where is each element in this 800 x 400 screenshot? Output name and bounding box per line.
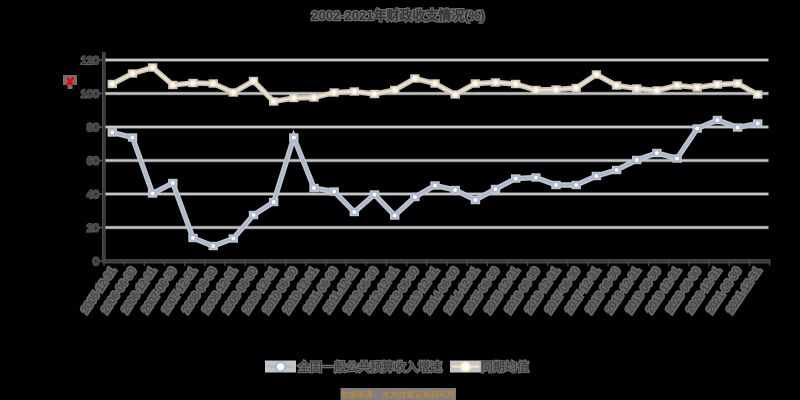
- svg-text:60: 60: [87, 155, 99, 167]
- svg-text:2002-2021年财政收支情况(%): 2002-2021年财政收支情况(%): [311, 8, 484, 23]
- svg-text:数据来源：东方财富证券研究所: 数据来源：东方财富证券研究所: [341, 389, 456, 399]
- svg-text:2002-2021年财政收支情况(%): 2002-2021年财政收支情况(%): [311, 8, 484, 23]
- svg-text:同期均值: 同期均值: [481, 359, 529, 374]
- svg-text:全国一般公共预算收入增速: 全国一般公共预算收入增速: [298, 359, 442, 374]
- svg-text:20: 20: [87, 222, 99, 234]
- svg-text:全国一般公共预算收入增速: 全国一般公共预算收入增速: [298, 359, 442, 374]
- svg-text:80: 80: [87, 122, 99, 134]
- svg-text:0: 0: [93, 256, 99, 268]
- svg-text:20: 20: [87, 222, 99, 234]
- svg-text:40: 40: [87, 189, 99, 201]
- svg-text:60: 60: [87, 155, 99, 167]
- svg-text:120: 120: [81, 55, 99, 67]
- svg-text:100: 100: [81, 88, 99, 100]
- svg-text:120: 120: [81, 55, 99, 67]
- svg-text:40: 40: [87, 189, 99, 201]
- svg-text:80: 80: [87, 122, 99, 134]
- svg-text:100: 100: [81, 88, 99, 100]
- svg-text:同期均值: 同期均值: [481, 359, 529, 374]
- svg-text:0: 0: [93, 256, 99, 268]
- svg-text:✘: ✘: [65, 75, 75, 89]
